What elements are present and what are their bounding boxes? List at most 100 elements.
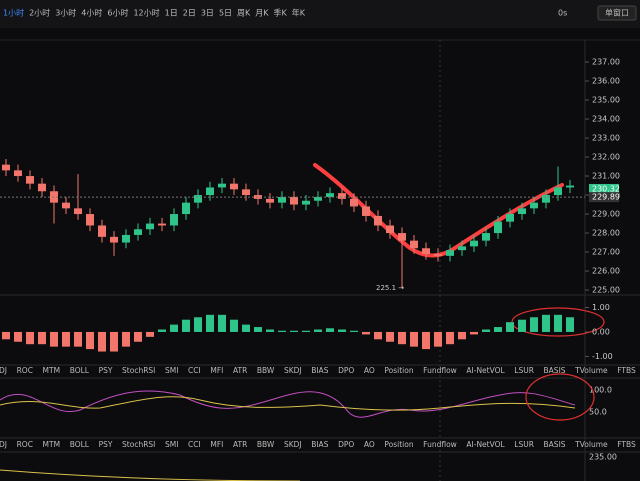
indicator-tab[interactable]: BBW [257,366,275,375]
histogram-bar [566,317,574,332]
candle-body [350,198,358,207]
indicator-tab[interactable]: MFI [210,440,223,449]
interval-tab[interactable]: 6小时 [107,8,128,18]
indicator-tab[interactable]: CCI [188,440,201,449]
indicator-tab[interactable]: Fundflow [423,440,457,449]
indicator-tab[interactable]: StochRSI [122,366,155,375]
indicator-tab[interactable]: AI-NetVOL [466,366,505,375]
indicator-tab[interactable]: AI-NetVOL [466,440,505,449]
histogram-bar [422,331,430,350]
indicator-tab[interactable]: SMI [165,366,178,375]
indicator-tab[interactable]: BOLL [70,366,90,375]
y-tick-label: 235.00 [592,96,620,105]
oscillator-line [0,390,576,418]
histogram-bar [158,329,166,332]
indicator-tab[interactable]: SKDJ [284,440,302,449]
candle-body [362,206,370,216]
histogram-bar [458,331,466,340]
interval-tab[interactable]: 3小时 [55,8,76,18]
oscillator-tick: 100.0 [589,386,612,395]
indicator-tab[interactable]: BBW [257,440,275,449]
interval-tab[interactable]: 1日 [165,9,178,18]
indicator-tab[interactable]: SKDJ [284,366,302,375]
histogram-bar [302,330,310,332]
interval-tab[interactable]: 5日 [219,9,232,18]
candle-body [14,170,22,177]
histogram-bar [2,331,10,340]
indicator-tab[interactable]: ROC [17,440,33,449]
indicator-tab[interactable]: DJ [0,366,7,375]
indicator-tab[interactable]: PSY [99,440,113,449]
indicator-tab[interactable]: TVolume [574,366,608,375]
y-tick-label: 227.00 [592,248,620,257]
indicator-tab[interactable]: MFI [210,366,223,375]
candle-body [2,164,10,171]
indicator-tab[interactable]: TVolume [574,440,608,449]
indicator-tab[interactable]: BASIS [544,366,566,375]
histogram-bar [86,331,94,350]
indicator-tab[interactable]: ROC [17,366,33,375]
indicator-tab[interactable]: SMI [165,440,178,449]
candle-body [482,233,490,241]
indicator-tab[interactable]: DPO [338,440,354,449]
window-mode-button[interactable] [597,5,637,21]
interval-tab[interactable]: 周K [237,9,251,18]
indicator-tab[interactable]: DPO [338,366,354,375]
indicator-tab[interactable]: AO [364,440,375,449]
histogram-bar [470,331,478,335]
price-tag: 230.32 [592,184,620,193]
indicator-tab[interactable]: FTBS [617,440,636,449]
indicator-tab[interactable]: PSY [99,366,113,375]
indicator-tab[interactable]: BIAS [311,440,328,449]
candle-body [230,183,238,190]
indicator-tab[interactable]: Position [384,440,413,449]
candle-body [74,208,82,215]
candle-body [410,240,418,249]
indicator-tab[interactable]: BOLL [70,440,90,449]
indicator-tab[interactable]: LSUR [514,440,534,449]
indicator-tab[interactable]: ATR [233,440,247,449]
histogram-bar [326,328,334,332]
indicator-tab[interactable]: MTM [43,440,61,449]
bottom-tick: 235.00 [589,453,617,462]
indicator-tab[interactable]: MTM [43,366,61,375]
indicator-tab[interactable]: BASIS [544,440,566,449]
interval-tab[interactable]: 3日 [201,9,214,18]
candle-body [422,248,430,254]
histogram-bar [194,317,202,332]
interval-tab[interactable]: 12小时 [133,8,159,18]
interval-tab[interactable]: 季K [274,8,288,18]
histogram-bar [494,327,502,332]
y-tick-label: 236.00 [592,77,620,86]
candle-body [386,225,394,234]
y-tick-label: -1.00 [592,352,613,361]
interval-tab[interactable]: 月K [255,9,269,18]
indicator-tab[interactable]: Position [384,366,413,375]
candle-body [278,196,286,203]
interval-tab[interactable]: 4小时 [81,8,102,18]
interval-tab[interactable]: 1小时 [3,8,24,18]
drawn-ellipse [511,307,605,337]
window-mode[interactable]: 单窗口 [605,8,629,18]
indicator-tab[interactable]: DJ [0,440,7,449]
indicator-tab[interactable]: AO [364,366,375,375]
interval-tab[interactable]: 2日 [183,9,196,18]
indicator-tab[interactable]: FTBS [617,366,636,375]
indicator-tab[interactable]: CCI [188,366,201,375]
indicator-tab[interactable]: BIAS [311,366,328,375]
histogram-bar [230,319,238,332]
histogram-bar [398,331,406,345]
candle-body [290,196,298,205]
interval-tab[interactable]: 年K [292,8,306,18]
interval-tab[interactable]: 2小时 [29,8,50,18]
indicator-tab[interactable]: LSUR [514,366,534,375]
indicator-tab[interactable]: Fundflow [423,366,457,375]
histogram-bar [410,331,418,347]
candle-body [122,234,130,243]
y-tick-label: 0.00 [592,327,610,336]
indicator-tab[interactable]: StochRSI [122,440,155,449]
histogram-bar [362,331,370,335]
histogram-bar [110,331,118,352]
histogram-bar [374,331,382,340]
indicator-tab[interactable]: ATR [233,366,247,375]
